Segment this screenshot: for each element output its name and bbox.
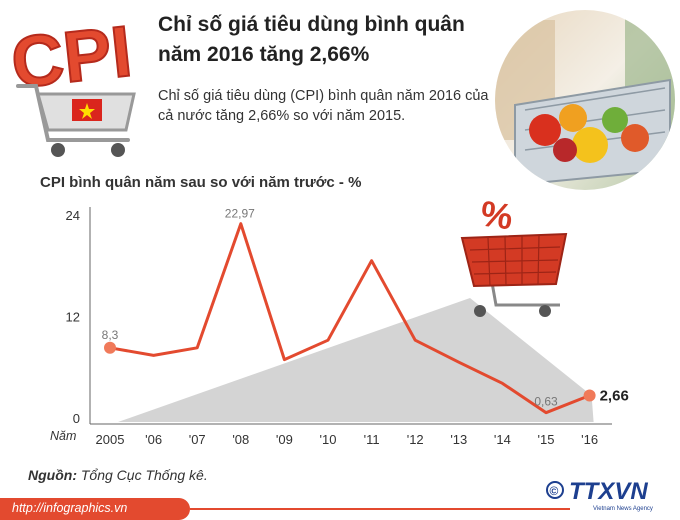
x-tick-label: 2005 (96, 432, 125, 447)
data-point (104, 341, 116, 354)
data-label: 0,63 (534, 395, 558, 409)
data-label: 22,97 (225, 207, 255, 221)
agency-text: TTXVN (569, 478, 648, 505)
source-note: Nguồn: Tổng Cục Thống kê. (28, 467, 208, 483)
footer-url-pill: http://infographics.vn (0, 498, 190, 520)
x-tick-label: '12 (407, 432, 424, 447)
data-label: 8,3 (102, 328, 119, 342)
data-point (583, 389, 596, 402)
cpi-line-chart: 0 12 24 Năm 2005 '06 '07 '08 '09 '10 '11 '12 '13 '14 '… (50, 192, 629, 447)
source-text: Tổng Cục Thống kê. (80, 467, 208, 483)
cpi-series-line (109, 222, 591, 415)
cart-percent-text: % (478, 192, 515, 237)
y-tick-label: 12 (66, 310, 80, 325)
copyright-symbol: © (550, 484, 559, 498)
supermarket-cart-photo (495, 10, 675, 190)
x-tick-label: '16 (581, 432, 598, 447)
x-tick-label: '11 (364, 432, 380, 447)
x-tick-label: '09 (276, 432, 293, 447)
trend-shade (118, 298, 594, 422)
chart-title: CPI bình quân năm sau so với năm trước -… (40, 174, 362, 191)
footer-url-link[interactable]: http://infographics.vn (12, 501, 128, 515)
x-axis-label: Năm (50, 429, 76, 443)
x-tick-label: '10 (320, 432, 337, 447)
x-tick-label: '08 (232, 432, 249, 447)
cpi-cart-logo: CPI (8, 11, 136, 157)
percent-cart-icon: % (460, 192, 568, 317)
y-tick-label: 0 (73, 411, 80, 426)
agency-sub-text: Vietnam News Agency (593, 506, 653, 512)
vietnam-flag-icon (72, 99, 102, 121)
source-label: Nguồn: (28, 467, 77, 483)
x-tick-label: '07 (189, 432, 206, 447)
footer-divider (190, 508, 570, 510)
chart-axes (89, 207, 612, 425)
headline: Chỉ số giá tiêu dùng bình quân năm 2016 … (158, 13, 465, 66)
x-tick-label: '13 (450, 432, 467, 447)
x-tick-label: '14 (494, 432, 511, 447)
cpi-logo-text: CPI (8, 12, 135, 104)
x-tick-label: '15 (538, 432, 555, 447)
y-tick-label: 24 (66, 208, 80, 223)
ttxvn-logo: © TTXVN Vietnam News Agency (546, 478, 653, 512)
footer-bar: http://infographics.vn (0, 498, 680, 520)
data-label: 2,66 (600, 388, 629, 405)
lead-text: Chỉ số giá tiêu dùng (CPI) bình quân năm… (158, 88, 489, 124)
x-tick-label: '06 (145, 432, 162, 447)
